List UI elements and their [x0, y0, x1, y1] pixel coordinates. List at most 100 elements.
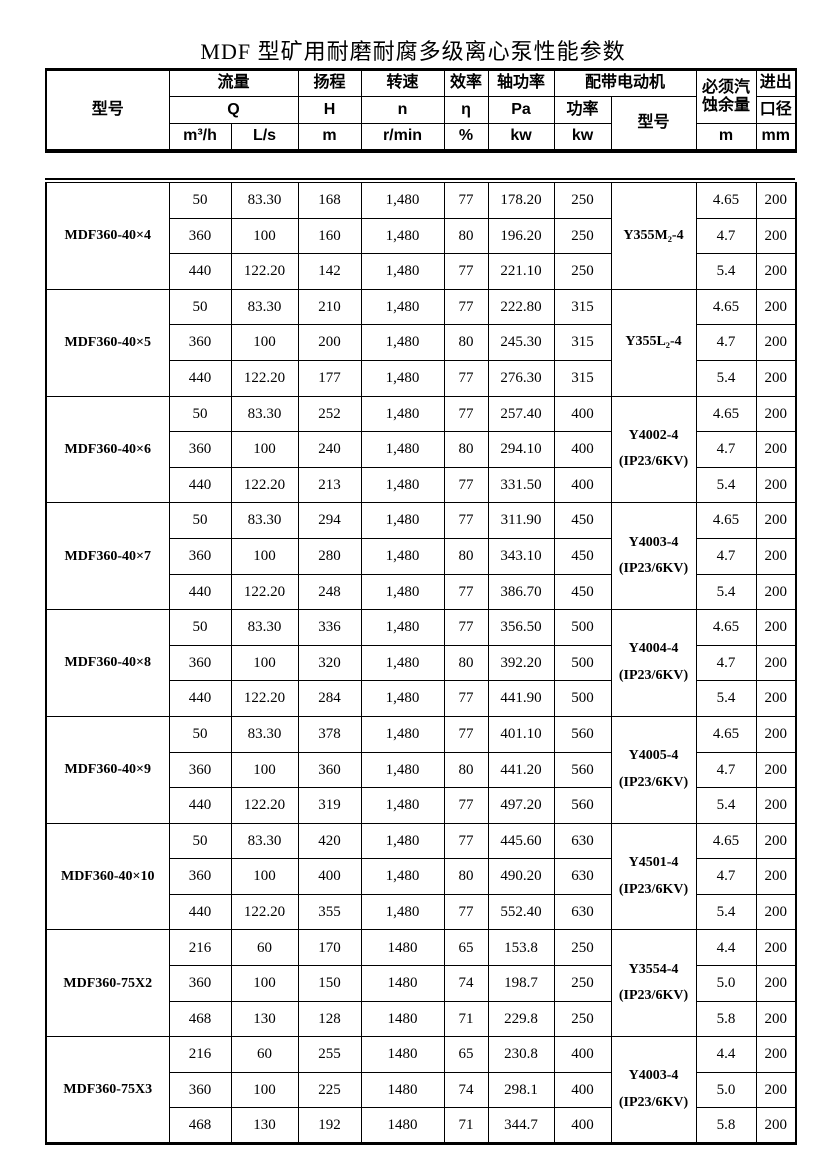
header-efficiency: 效率	[443, 69, 489, 97]
cell-flow-m3h: 360	[168, 644, 232, 682]
cell-flow-ls: 83.30	[230, 182, 299, 219]
cell-flow-m3h: 440	[168, 359, 232, 397]
cell-port: 200	[755, 965, 797, 1002]
cell-npsh: 5.4	[695, 573, 757, 611]
cell-flow-ls: 100	[230, 217, 299, 255]
cell-efficiency: 80	[443, 537, 489, 575]
cell-efficiency: 80	[443, 324, 489, 361]
cell-motor-power: 400	[553, 466, 612, 504]
header-pump-model: 型号	[45, 69, 170, 151]
pump-model: MDF360-40×7	[45, 502, 170, 611]
cell-motor-power: 400	[553, 1071, 612, 1109]
cell-efficiency: 77	[443, 680, 489, 717]
cell-motor-power: 250	[553, 929, 612, 967]
cell-head: 378	[297, 715, 362, 753]
cell-head: 320	[297, 644, 362, 682]
motor-model-line2: (IP23/6KV)	[618, 561, 689, 577]
pump-model: MDF360-40×10	[45, 822, 170, 931]
cell-npsh: 4.65	[695, 502, 757, 539]
cell-speed: 1,480	[360, 751, 445, 789]
cell-npsh: 5.0	[695, 965, 757, 1002]
cell-head: 210	[297, 288, 362, 326]
table-row: MDF360-75X2 216 60 170 1480 65 153.8 250 Y3554-4…	[45, 929, 797, 1038]
cell-port: 200	[755, 1000, 797, 1038]
cell-npsh: 4.65	[695, 822, 757, 860]
cell-flow-ls: 122.20	[230, 359, 299, 397]
cell-speed: 1,480	[360, 431, 445, 468]
table-row: 360 100 280 1,480 80 343.10 450 4.7 200	[46, 537, 797, 575]
cell-port: 200	[755, 395, 797, 433]
motor-model-line1: Y4005-4	[628, 748, 679, 764]
cell-head: 213	[297, 466, 362, 504]
cell-speed: 1,480	[360, 182, 445, 219]
cell-motor-power: 450	[553, 573, 612, 611]
motor-model: Y355M₂-4	[610, 182, 697, 290]
motor-model: Y4004-4 (IP23/6KV)	[610, 609, 697, 717]
cell-speed: 1480	[360, 1036, 445, 1073]
cell-head: 150	[297, 965, 362, 1002]
cell-flow-m3h: 440	[168, 253, 232, 290]
cell-speed: 1,480	[360, 217, 445, 255]
table-row: 440 122.20 142 1,480 77 221.10 250 5.4 200	[46, 253, 797, 290]
cell-flow-ls: 83.30	[230, 395, 299, 433]
cell-shaft-power: 552.40	[487, 893, 555, 931]
cell-efficiency: 77	[443, 253, 489, 290]
cell-shaft-power: 392.20	[487, 644, 555, 682]
cell-port: 200	[755, 787, 797, 824]
cell-efficiency: 77	[443, 182, 489, 219]
table-row: 360 100 160 1,480 80 196.20 250 4.7 200	[46, 217, 797, 255]
header-unit-shaft-power: kw	[487, 123, 555, 151]
cell-npsh: 5.4	[695, 253, 757, 290]
cell-head: 255	[297, 1036, 362, 1073]
cell-npsh: 4.65	[695, 288, 757, 326]
cell-flow-m3h: 360	[168, 965, 232, 1002]
cell-speed: 1,480	[360, 822, 445, 860]
motor-model: Y3554-4 (IP23/6KV)	[610, 929, 697, 1038]
header-unit-ls: L/s	[230, 123, 299, 151]
cell-port: 200	[755, 893, 797, 931]
cell-speed: 1,480	[360, 787, 445, 824]
cell-efficiency: 77	[443, 787, 489, 824]
cell-flow-ls: 122.20	[230, 680, 299, 717]
cell-port: 200	[755, 715, 797, 753]
cell-port: 200	[755, 431, 797, 468]
cell-flow-m3h: 440	[168, 573, 232, 611]
cell-speed: 1,480	[360, 502, 445, 539]
cell-flow-ls: 100	[230, 431, 299, 468]
cell-flow-m3h: 360	[168, 537, 232, 575]
cell-head: 280	[297, 537, 362, 575]
cell-port: 200	[755, 253, 797, 290]
cell-npsh: 4.65	[695, 395, 757, 433]
cell-motor-power: 250	[553, 182, 612, 219]
header-table: 型号 流量 扬程 转速 效率 轴功率 配带电动机 必须汽 蚀余量 进出 Q H …	[45, 68, 798, 153]
table-row: MDF360-40×5 50 83.30 210 1,480 77 222.80 315 Y35…	[45, 288, 797, 397]
header-motor-power: 功率	[553, 96, 612, 124]
cell-port: 200	[755, 929, 797, 967]
cell-speed: 1480	[360, 1000, 445, 1038]
cell-npsh: 4.65	[695, 182, 757, 219]
cell-head: 200	[297, 324, 362, 361]
header-unit-efficiency: %	[443, 123, 489, 151]
pump-model: MDF360-40×9	[45, 715, 170, 824]
cell-motor-power: 560	[553, 751, 612, 789]
cell-shaft-power: 245.30	[487, 324, 555, 361]
header-motor-group: 配带电动机	[553, 69, 697, 97]
cell-efficiency: 77	[443, 502, 489, 539]
cell-shaft-power: 445.60	[487, 822, 555, 860]
table-row: MDF360-75X3 216 60 255 1480 65 230.8 400 Y4003-4…	[45, 1036, 797, 1145]
cell-efficiency: 77	[443, 395, 489, 433]
header-motor-model: 型号	[610, 96, 697, 151]
cell-npsh: 5.8	[695, 1107, 757, 1145]
table-row: MDF360-40×4 50 83.30 168 1,480 77 178.20 250 Y35…	[45, 182, 797, 290]
cell-port: 200	[755, 1036, 797, 1073]
cell-efficiency: 74	[443, 965, 489, 1002]
cell-speed: 1480	[360, 929, 445, 967]
cell-flow-m3h: 50	[168, 609, 232, 646]
cell-head: 336	[297, 609, 362, 646]
cell-efficiency: 77	[443, 822, 489, 860]
cell-shaft-power: 229.8	[487, 1000, 555, 1038]
header-unit-head: m	[297, 123, 362, 151]
pump-model: MDF360-75X2	[45, 929, 170, 1038]
cell-port: 200	[755, 822, 797, 860]
